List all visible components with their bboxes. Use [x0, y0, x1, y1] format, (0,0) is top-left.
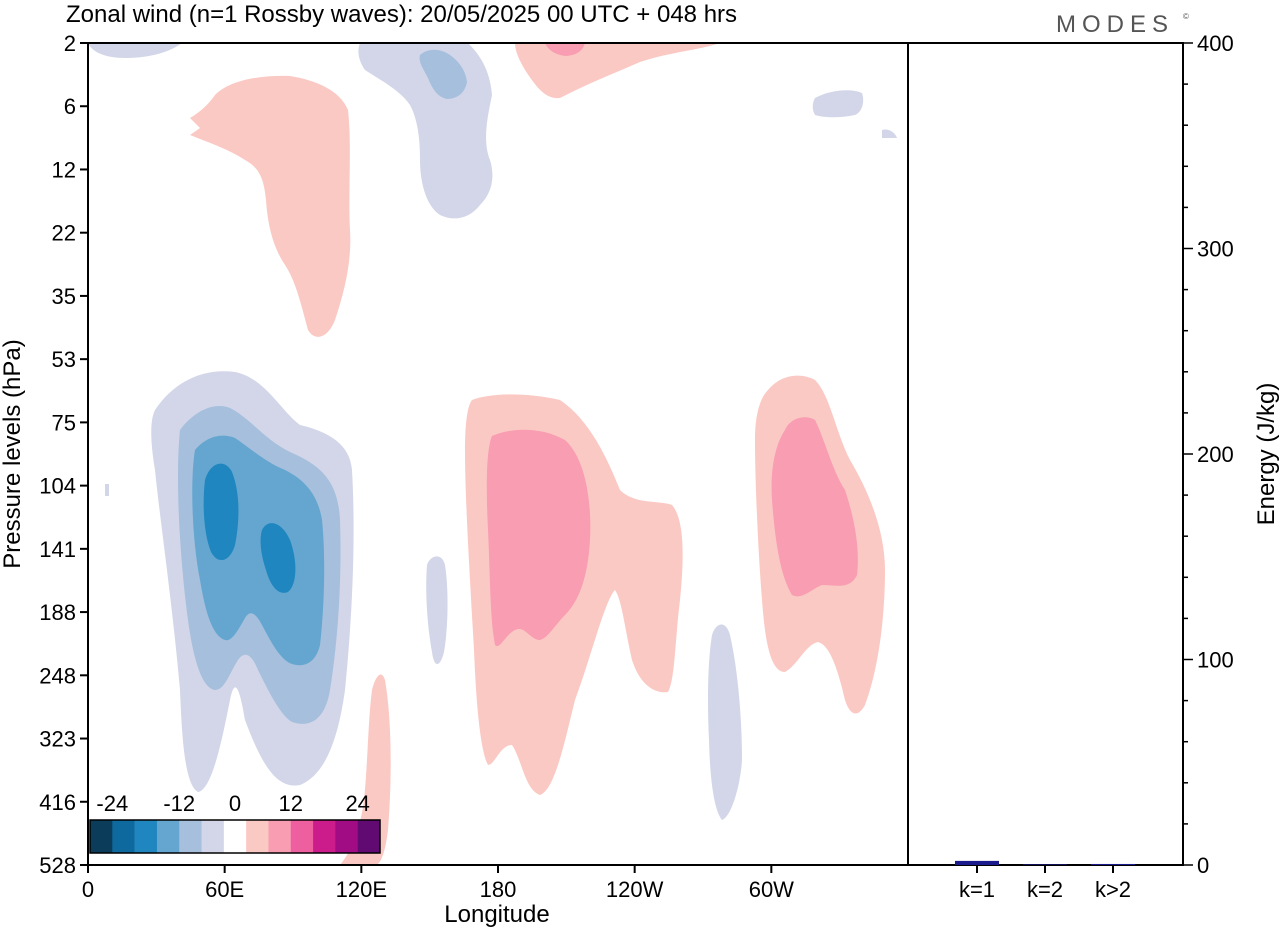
y-tick-label: 248: [39, 663, 76, 688]
x-tick-label: 60E: [205, 877, 244, 902]
brand-mark: ©: [1183, 12, 1189, 21]
x-axis-label: Longitude: [444, 901, 549, 928]
y-tick-label: 323: [39, 727, 76, 752]
colorbar-swatch: [134, 820, 158, 853]
y-axis-left: 2 6 12 22 35 53 75 104 141 188 248 323 416 528: [39, 31, 88, 878]
colorbar-swatch: [223, 820, 247, 853]
y-tick-label: 141: [39, 537, 76, 562]
contour-pos-small: [340, 674, 391, 865]
energy-bars: [955, 860, 1135, 865]
y-right-tick-label: 0: [1197, 853, 1209, 878]
y-tick-label: 53: [52, 347, 76, 372]
y-right-tick-label: 100: [1197, 648, 1234, 673]
energy-bar: [1023, 864, 1067, 865]
energy-bar: [955, 860, 999, 865]
bar-category-label: k=1: [959, 877, 995, 902]
colorbar-label: -24: [96, 791, 128, 816]
colorbar-swatch: [112, 820, 135, 853]
colorbar-swatch: [357, 820, 381, 853]
energy-panel: 0 100 200 300 400 k=1 k=2 k>2: [907, 31, 1234, 902]
y-tick-label: 75: [52, 410, 76, 435]
y-right-tick-label: 300: [1197, 237, 1234, 262]
bar-category-label: k=2: [1027, 877, 1063, 902]
bar-categories: k=1 k=2 k>2: [959, 865, 1131, 902]
x-tick-label: 120E: [336, 877, 387, 902]
y-tick-label: 35: [52, 284, 76, 309]
y-tick-label: 188: [39, 600, 76, 625]
contour-pos-upper-core: [545, 43, 585, 56]
contour-neg-core-1: [203, 463, 239, 561]
colorbar-swatch: [268, 820, 292, 853]
contour-neg-upper-2: [88, 43, 182, 58]
y-axis-right: 0 100 200 300 400: [1183, 31, 1234, 878]
x-tick-label: 0: [82, 877, 94, 902]
y-axis-label-left: Pressure levels (hPa): [0, 339, 26, 568]
colorbar-swatch: [201, 820, 225, 853]
colorbar-label: -12: [163, 791, 195, 816]
x-tick-label: 60W: [749, 877, 794, 902]
y-tick-label: 22: [52, 221, 76, 246]
energy-bar: [1091, 863, 1135, 865]
colorbar-swatch: [335, 820, 358, 853]
colorbar-swatch: [246, 820, 269, 853]
contour-neg-small-1: [426, 556, 448, 664]
contour-neg-upper-3: [812, 90, 864, 118]
contour-neg-upper-core: [419, 49, 467, 99]
contour-pos-inner-1: [486, 429, 591, 647]
colorbar-label: 24: [345, 791, 369, 816]
colorbar-swatch: [290, 820, 314, 853]
y-tick-label: 12: [52, 157, 76, 182]
colorbar-swatch: [156, 820, 180, 853]
y-right-tick-label: 200: [1197, 442, 1234, 467]
contour-neg-speck: [105, 484, 109, 496]
y-tick-label: 2: [64, 31, 76, 56]
heatmap-panel: -24 -12 0 12 24 2 6 12 22 35 53 75 104 141 188 248 323 4…: [39, 31, 909, 902]
contour-neg-core-2: [260, 523, 296, 593]
x-axis: 0 60E 120E 180 120W 60W: [82, 865, 794, 902]
contour-neg-small-2: [708, 624, 742, 820]
y-tick-label: 6: [64, 94, 76, 119]
contour-pos-upper-2: [515, 43, 720, 99]
colorbar-label: 12: [279, 791, 303, 816]
y-tick-label: 104: [39, 474, 76, 499]
y-axis-label-right: Energy (J/kg): [1253, 383, 1280, 526]
chart-title: Zonal wind (n=1 Rossby waves): 20/05/202…: [66, 1, 737, 28]
y-tick-label: 416: [39, 790, 76, 815]
colorbar-frame: [89, 819, 381, 854]
colorbar: [89, 819, 381, 854]
bar-category-label: k>2: [1095, 877, 1131, 902]
colorbar-swatch: [90, 820, 113, 853]
contour-pos-inner-2: [771, 417, 858, 597]
colorbar-labels: -24 -12 0 12 24: [96, 791, 370, 816]
contour-fills: [88, 43, 897, 865]
contour-neg-upper-4: [882, 129, 897, 138]
y-right-tick-label: 400: [1197, 31, 1234, 56]
brand-logo: MODES: [1056, 11, 1174, 38]
x-tick-label: 180: [480, 877, 517, 902]
y-tick-label: 528: [39, 853, 76, 878]
energy-frame: [907, 42, 1184, 866]
contour-pos-upper-1: [190, 75, 351, 337]
colorbar-label: 0: [229, 791, 241, 816]
colorbar-swatch: [313, 820, 336, 853]
x-tick-label: 120W: [606, 877, 664, 902]
colorbar-swatch: [179, 820, 202, 853]
